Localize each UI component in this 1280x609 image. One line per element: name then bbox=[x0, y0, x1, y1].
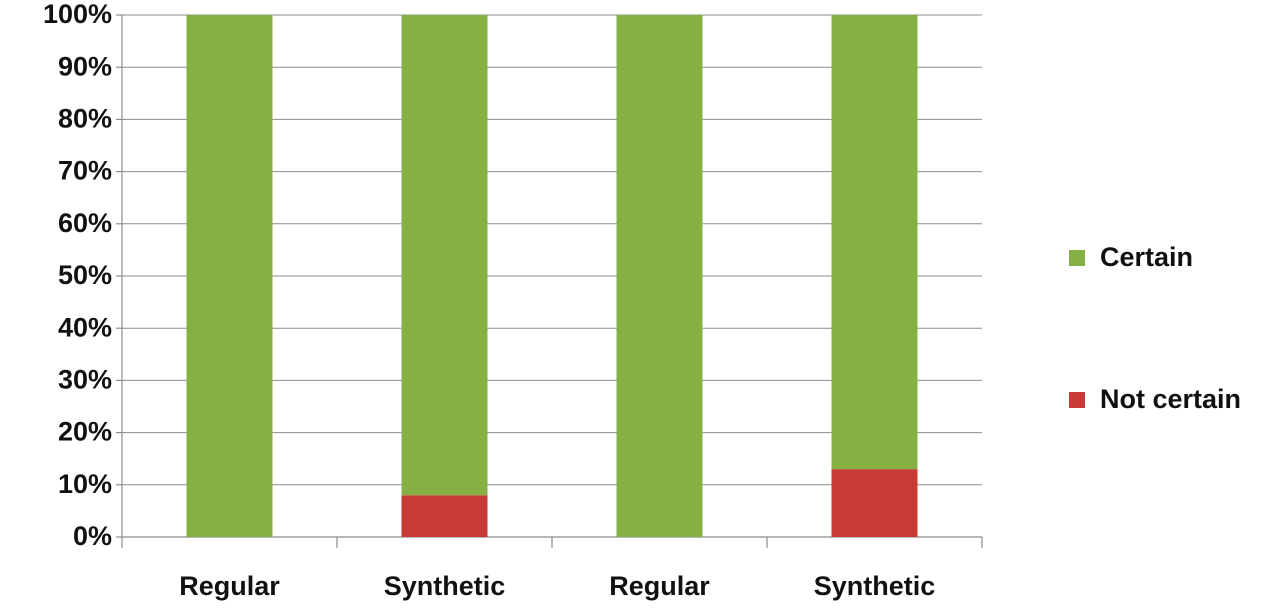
bar-segment bbox=[831, 15, 918, 470]
bar-segment bbox=[401, 15, 488, 496]
y-tick-label: 70% bbox=[58, 156, 112, 186]
y-tick-label: 20% bbox=[58, 417, 112, 447]
legend-label: Not certain bbox=[1100, 384, 1241, 414]
y-tick-label: 100% bbox=[43, 0, 112, 29]
x-tick-label: Synthetic bbox=[814, 571, 936, 601]
y-tick-label: 40% bbox=[58, 312, 112, 342]
bar-segment bbox=[186, 15, 273, 537]
y-tick-label: 90% bbox=[58, 51, 112, 81]
legend-swatch bbox=[1069, 392, 1085, 408]
legend-label: Certain bbox=[1100, 242, 1193, 272]
legend-swatch bbox=[1069, 250, 1085, 266]
bar-segment bbox=[831, 469, 918, 537]
bar-segment bbox=[401, 495, 488, 537]
y-tick-label: 60% bbox=[58, 208, 112, 238]
y-tick-label: 50% bbox=[58, 260, 112, 290]
y-tick-label: 0% bbox=[73, 521, 112, 551]
y-tick-label: 80% bbox=[58, 104, 112, 134]
x-tick-label: Regular bbox=[179, 571, 280, 601]
y-tick-label: 30% bbox=[58, 365, 112, 395]
bar-segment bbox=[616, 15, 703, 537]
x-tick-label: Regular bbox=[609, 571, 710, 601]
x-tick-label: Synthetic bbox=[384, 571, 506, 601]
y-tick-label: 10% bbox=[58, 469, 112, 499]
